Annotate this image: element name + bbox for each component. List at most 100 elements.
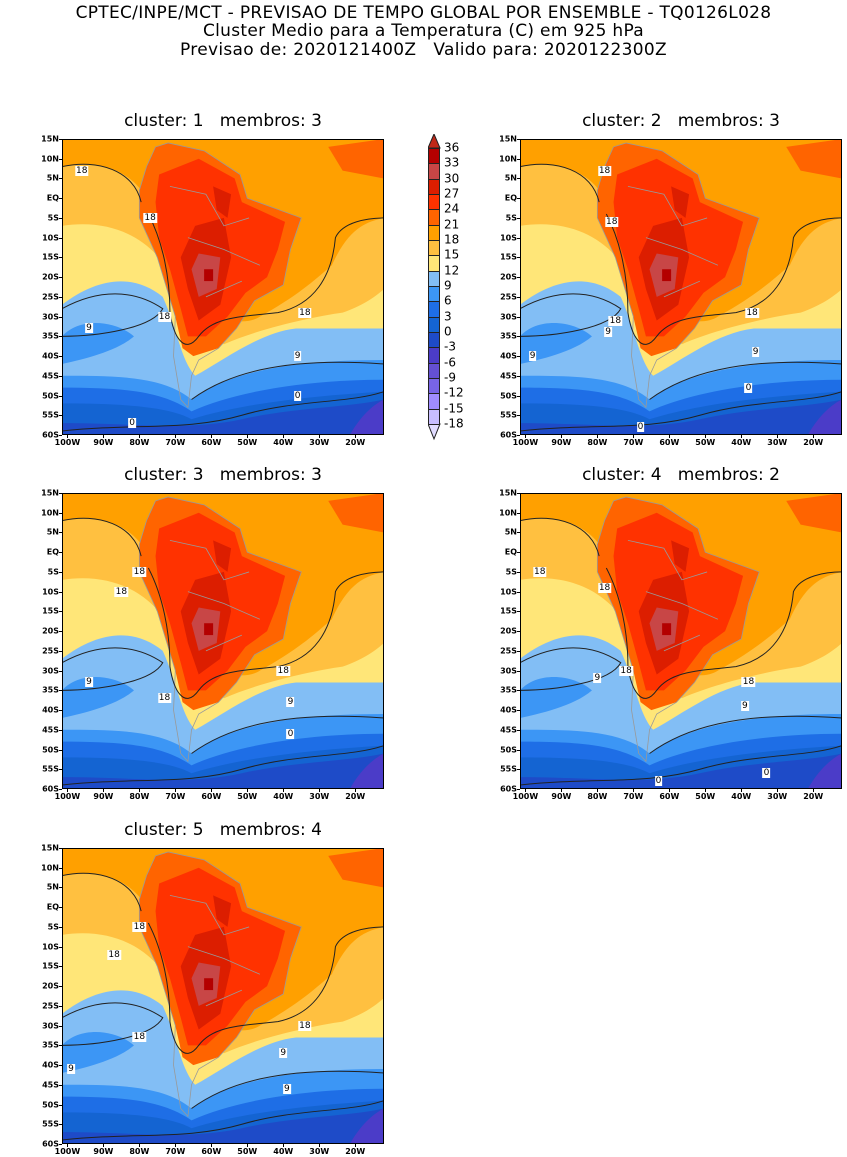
latitude-tick-label: 60S bbox=[42, 784, 59, 794]
panel-title: cluster: 5 membros: 4 bbox=[124, 820, 322, 840]
latitude-tick-label: EQ bbox=[46, 902, 59, 912]
latitude-tick-label: 30S bbox=[42, 312, 59, 322]
tick-mark bbox=[813, 435, 815, 438]
contour-label: 0 bbox=[286, 728, 295, 739]
longitude-tick-label: 60W bbox=[201, 438, 222, 447]
tick-mark bbox=[741, 789, 743, 792]
contour-label: 9 bbox=[279, 1048, 288, 1059]
colorbar-swatch bbox=[428, 377, 440, 395]
tick-mark bbox=[517, 769, 520, 771]
colorbar-label: 9 bbox=[444, 278, 452, 293]
latitude-tick-label: 5N bbox=[46, 527, 59, 537]
tick-mark bbox=[59, 512, 62, 514]
latitude-tick-label: 55S bbox=[500, 410, 517, 420]
tick-mark bbox=[59, 395, 62, 397]
cluster-map-panel-1: 18 18 18 18 9 9 0 0 15N 10N 5N EQ 5S 10S 15S 20S 25S 30S 3… bbox=[41, 135, 384, 447]
longitude-tick-label: 100W bbox=[512, 438, 539, 447]
longitude-tick-label: 20W bbox=[803, 792, 824, 801]
contour-label: 18 bbox=[143, 212, 157, 223]
tick-mark bbox=[59, 986, 62, 988]
latitude-tick-label: 30S bbox=[500, 312, 517, 322]
latitude-tick-label: 15N bbox=[41, 843, 59, 853]
contour-label: 9 bbox=[85, 677, 93, 688]
tick-mark bbox=[517, 532, 520, 534]
tick-mark bbox=[517, 375, 520, 377]
longitude-tick-label: 30W bbox=[767, 792, 788, 801]
contour-label: 18 bbox=[75, 165, 89, 176]
latitude-tick-label: 15S bbox=[42, 606, 59, 616]
longitude-tick-label: 70W bbox=[165, 438, 186, 447]
map-frame bbox=[520, 139, 842, 435]
tick-mark bbox=[59, 690, 62, 692]
latitude-tick-label: 45S bbox=[500, 725, 517, 735]
longitude-tick-label: 20W bbox=[803, 438, 824, 447]
latitude-tick-label: 25S bbox=[42, 292, 59, 302]
colorbar-label: -12 bbox=[444, 385, 464, 400]
tick-mark bbox=[517, 296, 520, 298]
colorbar-swatch bbox=[428, 163, 440, 180]
tick-mark bbox=[517, 690, 520, 692]
longitude-tick-label: 60W bbox=[201, 1147, 222, 1156]
tick-mark bbox=[59, 907, 62, 909]
figure-title-line-2: Cluster Medio para a Temperatura (C) em … bbox=[202, 21, 645, 41]
colorbar-label: 33 bbox=[444, 155, 460, 170]
latitude-tick-label: 50S bbox=[42, 391, 59, 401]
tick-mark bbox=[355, 1144, 357, 1147]
tick-mark bbox=[633, 789, 635, 792]
tick-mark bbox=[59, 887, 62, 889]
contour-label: 9 bbox=[286, 697, 295, 708]
latitude-tick-label: 10N bbox=[41, 508, 59, 518]
latitude-tick-label: 5S bbox=[505, 213, 517, 223]
colorbar-swatch bbox=[428, 331, 440, 349]
latitude-tick-label: 40S bbox=[42, 351, 59, 361]
colorbar-label: 12 bbox=[444, 263, 460, 278]
tick-mark bbox=[597, 789, 599, 792]
colorbar-label: -3 bbox=[444, 339, 456, 354]
colorbar-swatch bbox=[428, 193, 440, 211]
contour-label: 18 bbox=[533, 566, 547, 577]
longitude-tick-label: 20W bbox=[345, 1147, 366, 1156]
latitude-tick-label: 35S bbox=[500, 331, 517, 341]
colorbar-swatch bbox=[428, 285, 440, 303]
tick-mark bbox=[59, 1065, 62, 1067]
latitude-tick-label: 40S bbox=[500, 351, 517, 361]
tick-mark bbox=[517, 670, 520, 672]
latitude-tick-label: 10S bbox=[42, 942, 59, 952]
colorbar-label: 36 bbox=[444, 140, 460, 155]
tick-mark bbox=[67, 435, 69, 438]
tick-mark bbox=[247, 789, 249, 792]
longitude-tick-label: 80W bbox=[587, 792, 608, 801]
contour-label: 18 bbox=[741, 677, 756, 688]
contour-label: 9 bbox=[67, 1064, 75, 1074]
latitude-tick-label: 60S bbox=[42, 430, 59, 440]
temperature-field-map bbox=[520, 139, 842, 435]
tick-mark bbox=[59, 1045, 62, 1047]
tick-mark bbox=[517, 435, 520, 436]
longitude-tick-label: 70W bbox=[165, 1147, 186, 1156]
tick-mark bbox=[59, 336, 62, 338]
longitude-tick-label: 100W bbox=[54, 1147, 81, 1156]
tick-mark bbox=[517, 710, 520, 712]
longitude-tick-label: 90W bbox=[93, 438, 114, 447]
latitude-tick-label: 20S bbox=[500, 626, 517, 636]
colorbar-label: 0 bbox=[444, 324, 452, 339]
tick-mark bbox=[59, 848, 62, 849]
colorbar-swatch bbox=[428, 408, 440, 425]
longitude-tick-label: 30W bbox=[309, 1147, 330, 1156]
tick-mark bbox=[525, 789, 527, 792]
latitude-tick-label: 15S bbox=[42, 961, 59, 971]
tick-mark bbox=[813, 789, 815, 792]
colorbar-swatch bbox=[428, 148, 440, 165]
tick-mark bbox=[247, 1144, 249, 1147]
tick-mark bbox=[59, 435, 62, 436]
latitude-tick-label: 45S bbox=[42, 725, 59, 735]
tick-mark bbox=[59, 729, 62, 731]
contour-label: 18 bbox=[132, 921, 147, 932]
longitude-tick-label: 60W bbox=[659, 438, 680, 447]
tick-mark bbox=[741, 435, 743, 438]
latitude-tick-label: 20S bbox=[42, 626, 59, 636]
colorbar-label: 24 bbox=[444, 201, 460, 216]
tick-mark bbox=[705, 435, 707, 438]
contour-label: 9 bbox=[593, 673, 602, 684]
